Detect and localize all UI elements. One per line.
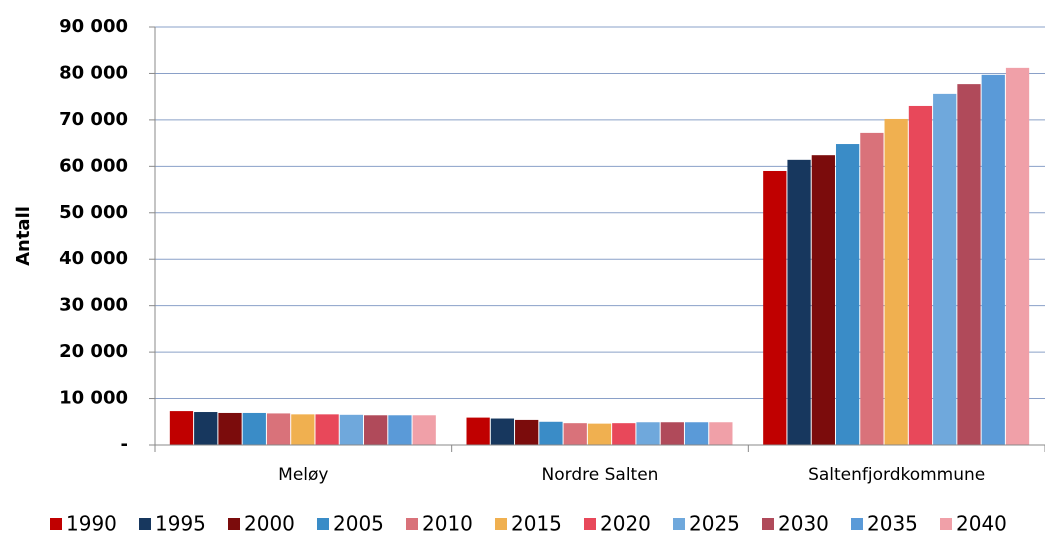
legend-label: 2005 xyxy=(333,512,384,536)
bar xyxy=(811,155,835,446)
y-tick-label: - xyxy=(121,434,128,455)
bar xyxy=(660,422,684,445)
y-tick-label: 40 000 xyxy=(59,248,128,269)
bar xyxy=(612,423,636,445)
bar xyxy=(515,419,539,445)
x-tick-label: Meløy xyxy=(278,465,328,485)
legend-swatch xyxy=(50,518,62,530)
legend-swatch xyxy=(584,518,596,530)
y-tick-label: 30 000 xyxy=(59,295,128,316)
legend-swatch xyxy=(406,518,418,530)
bar xyxy=(563,423,587,445)
y-tick-label: 50 000 xyxy=(59,202,128,223)
legend-label: 1990 xyxy=(66,512,117,536)
y-tick-label: 10 000 xyxy=(59,388,128,409)
bar xyxy=(933,93,957,445)
bar xyxy=(539,421,563,445)
bar xyxy=(908,105,933,445)
bar xyxy=(1005,67,1030,446)
legend-label: 2040 xyxy=(956,512,1007,536)
legend-swatch xyxy=(851,518,863,530)
legend-swatch xyxy=(762,518,774,530)
x-tick-label: Nordre Salten xyxy=(542,465,659,485)
legend-label: 2020 xyxy=(600,512,651,536)
bar xyxy=(490,418,515,445)
legend-swatch xyxy=(495,518,507,530)
bar xyxy=(339,414,364,445)
bar xyxy=(860,132,884,446)
legend-swatch xyxy=(317,518,329,530)
legend-swatch xyxy=(139,518,151,530)
legend-label: 1995 xyxy=(155,512,206,536)
bar xyxy=(266,413,291,445)
x-tick-label: Saltenfjordkommune xyxy=(808,465,985,485)
bar xyxy=(957,84,981,446)
bar xyxy=(242,412,266,445)
legend-label: 2015 xyxy=(511,512,562,536)
bar xyxy=(169,411,194,445)
bar xyxy=(291,414,315,445)
bar xyxy=(587,423,612,445)
y-tick-label: 70 000 xyxy=(59,109,128,130)
bar xyxy=(412,415,436,445)
bar xyxy=(388,415,412,445)
legend-swatch xyxy=(940,518,952,530)
bar xyxy=(636,422,660,445)
y-axis-label: Antall xyxy=(13,206,34,266)
bar xyxy=(709,422,733,445)
bar xyxy=(218,412,242,445)
bar xyxy=(194,412,218,445)
bar xyxy=(315,414,339,445)
legend-label: 2025 xyxy=(689,512,740,536)
legend-swatch xyxy=(673,518,685,530)
legend-label: 2035 xyxy=(867,512,918,536)
bar xyxy=(787,159,811,445)
bar xyxy=(981,74,1005,446)
y-tick-label: 90 000 xyxy=(59,16,128,37)
legend-label: 2000 xyxy=(244,512,295,536)
legend-label: 2010 xyxy=(422,512,473,536)
legend-label: 2030 xyxy=(778,512,829,536)
bar xyxy=(763,170,787,445)
y-tick-label: 80 000 xyxy=(59,62,128,83)
y-tick-label: 20 000 xyxy=(59,341,128,362)
legend-swatch xyxy=(228,518,240,530)
y-tick-label: 60 000 xyxy=(59,155,128,176)
bar xyxy=(884,118,908,446)
bar xyxy=(835,144,860,446)
bar xyxy=(684,422,709,445)
bar xyxy=(466,417,490,445)
bar xyxy=(364,415,388,445)
